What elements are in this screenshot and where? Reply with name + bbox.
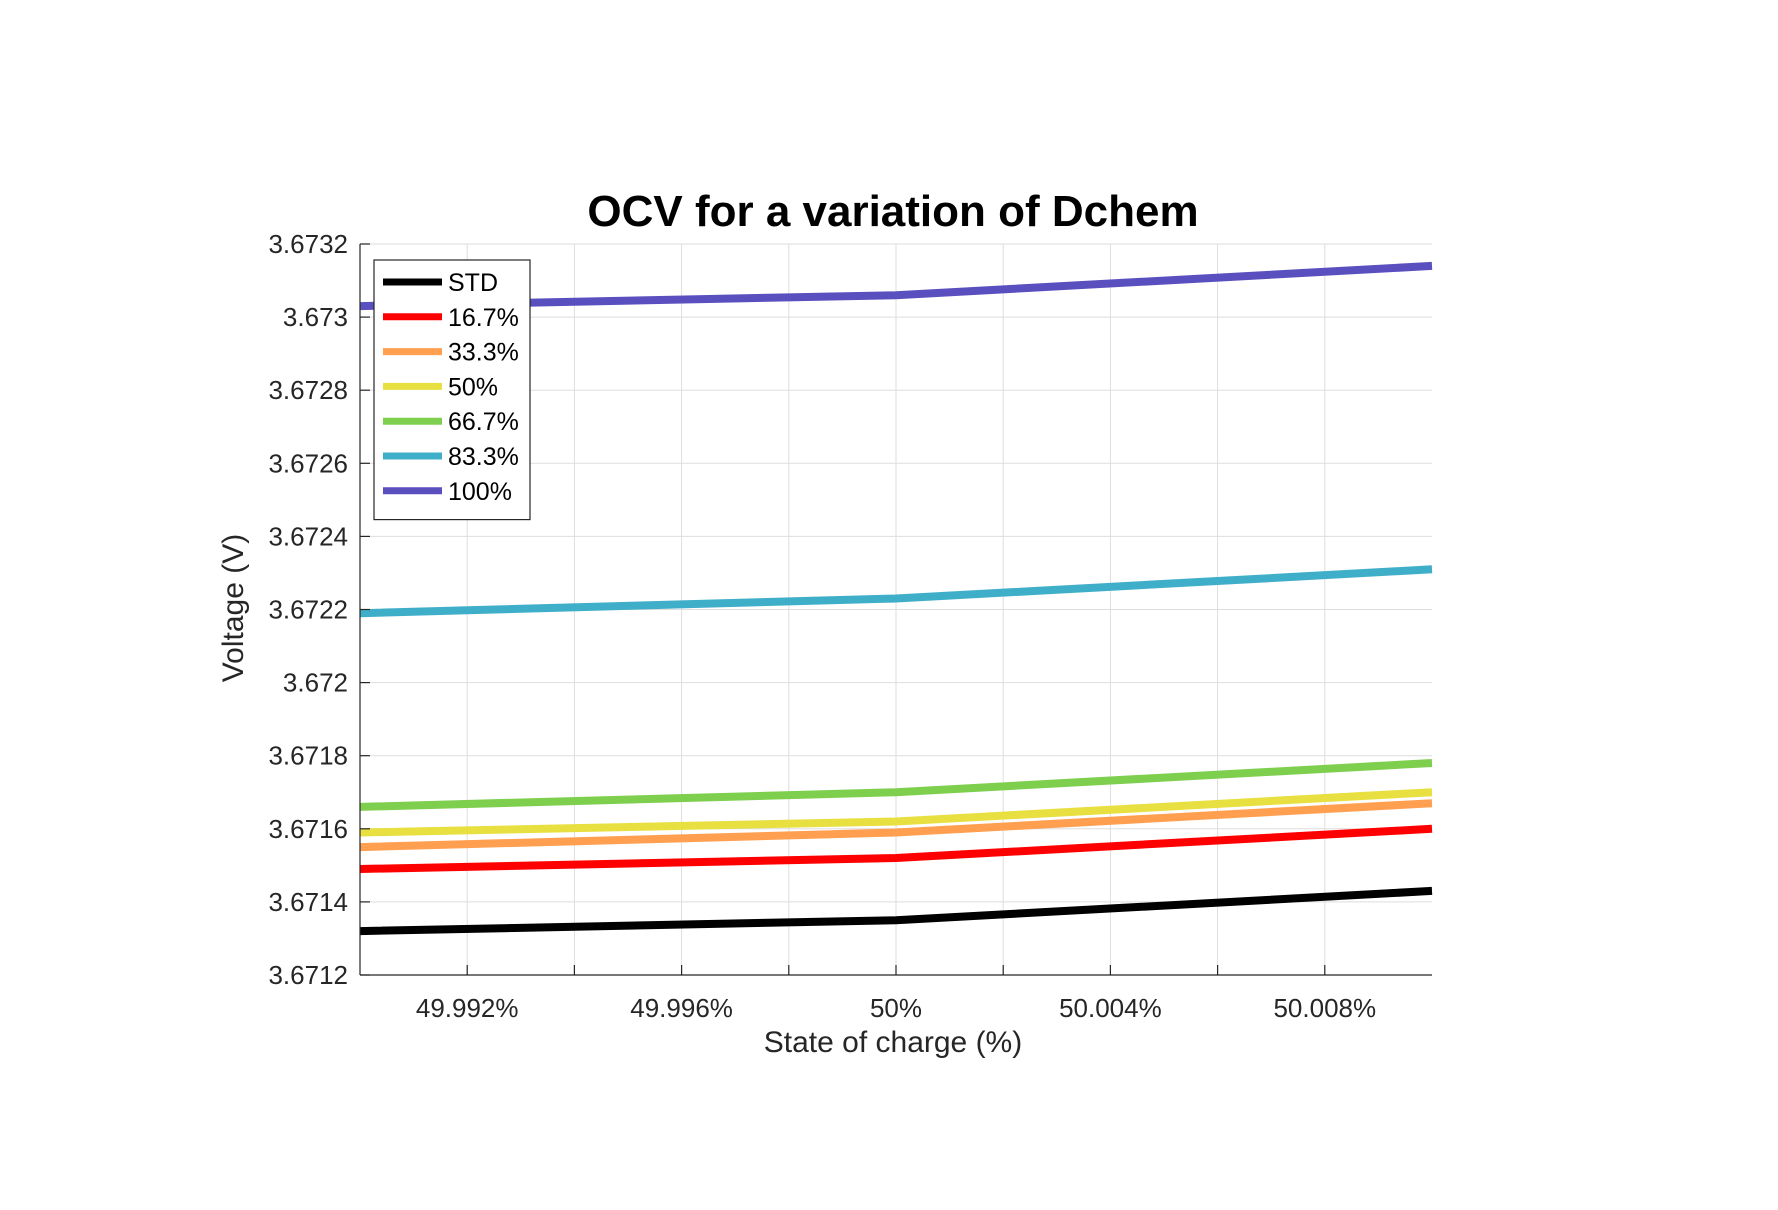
series-line-4	[359, 759, 1433, 811]
series-line-1	[359, 824, 1433, 873]
series-line-0	[359, 886, 1433, 936]
y-tick-label: 3.6714	[268, 887, 348, 917]
y-tick-label: 3.6718	[268, 741, 348, 771]
x-tick-label: 50.008%	[1273, 993, 1376, 1023]
tick-labels: 49.992% 49.996% 50% 50.004% 50.008% 3.6712 3.6…	[268, 229, 1376, 1023]
axes	[359, 243, 1432, 976]
series-line-2	[359, 799, 1433, 852]
legend-label: 66.7%	[448, 408, 519, 436]
x-tick-label: 50%	[870, 993, 922, 1023]
y-tick-label: 3.6726	[268, 448, 348, 478]
y-tick-label: 3.6728	[268, 375, 348, 405]
x-tick-label: 49.996%	[630, 993, 733, 1023]
legend-label: 100%	[448, 478, 512, 506]
y-tick-label: 3.6712	[268, 960, 348, 990]
legend-label: 33.3%	[448, 339, 519, 367]
x-axis-label: State of charge (%)	[764, 1026, 1022, 1059]
y-tick-label: 3.6724	[268, 521, 348, 551]
x-tick-label: 49.992%	[416, 993, 519, 1023]
series-line-6	[359, 261, 1433, 311]
legend-label: 83.3%	[448, 443, 519, 471]
series-lines	[359, 261, 1433, 936]
series-line-5	[359, 565, 1433, 618]
legend-label: 50%	[448, 373, 498, 401]
y-tick-label: 3.6732	[268, 229, 348, 259]
y-tick-label: 3.6716	[268, 814, 348, 844]
y-axis-label: Voltage (V)	[217, 534, 250, 682]
chart-title: OCV for a variation of Dchem	[587, 187, 1198, 236]
legend: STD 16.7% 33.3% 50% 66.7% 83.3% 100%	[373, 259, 531, 521]
legend-label: 16.7%	[448, 304, 519, 332]
y-tick-label: 3.672	[283, 668, 348, 698]
x-tick-label: 50.004%	[1059, 993, 1162, 1023]
series-line-3	[359, 788, 1433, 837]
y-tick-label: 3.6722	[268, 595, 348, 625]
y-tick-label: 3.673	[283, 302, 348, 332]
legend-label: STD	[448, 269, 498, 297]
